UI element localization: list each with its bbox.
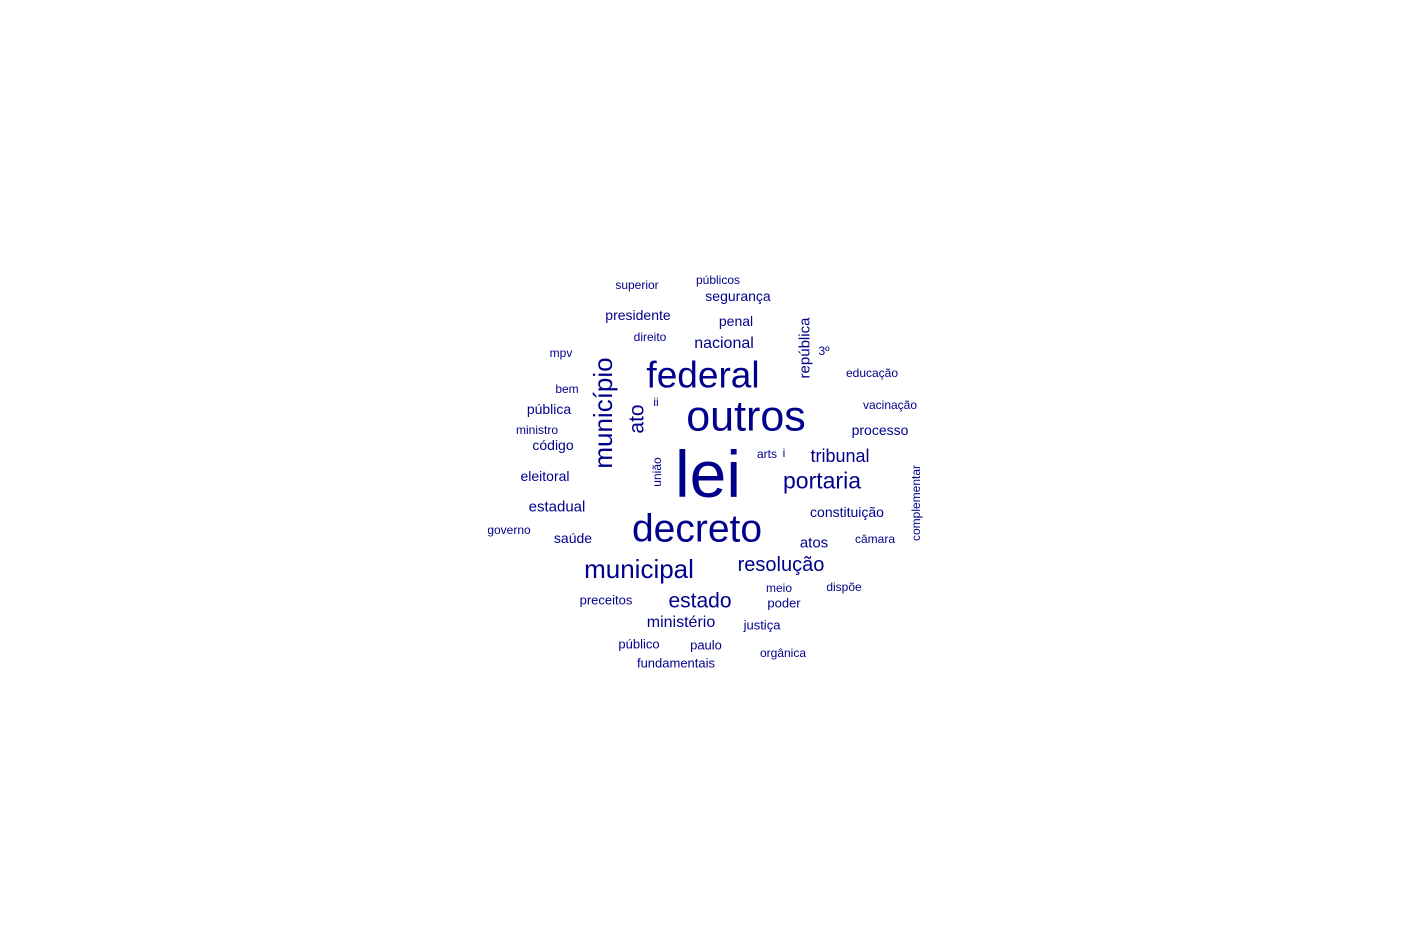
word-camara: câmara: [854, 532, 896, 546]
word-publico: público: [618, 636, 660, 652]
word-lei: lei: [674, 437, 742, 511]
word-seguranca: segurança: [705, 288, 771, 304]
word-direito: direito: [633, 330, 667, 344]
word-resolucao: resolução: [737, 554, 825, 576]
word-publica: pública: [526, 401, 572, 417]
word-municipal: municipal: [584, 554, 694, 584]
word-portaria: portaria: [783, 467, 861, 494]
word-governo: governo: [487, 523, 531, 537]
word-paulo: paulo: [690, 637, 722, 653]
word-nacional: nacional: [694, 335, 754, 352]
word-atos: atos: [799, 534, 829, 552]
word-federal: federal: [646, 354, 760, 396]
word-bem: bem: [555, 382, 579, 396]
word-meio: meio: [765, 581, 793, 595]
word-3o: 3º: [818, 344, 830, 358]
word-poder: poder: [767, 595, 801, 611]
word-vacinacao: vacinação: [862, 398, 918, 412]
word-complementar: complementar: [909, 464, 923, 542]
word-processo: processo: [851, 422, 909, 438]
word-decreto: decreto: [631, 507, 763, 551]
word-uniao: união: [650, 457, 664, 487]
word-presidente: presidente: [605, 307, 671, 323]
word-estadual: estadual: [528, 498, 586, 516]
word-saude: saúde: [553, 530, 593, 546]
word-justica: justiça: [743, 617, 781, 633]
word-ministerio: ministério: [646, 614, 716, 631]
word-publicos: públicos: [695, 273, 741, 287]
word-estado: estado: [668, 589, 732, 613]
word-constituicao: constituição: [810, 504, 884, 520]
word-municipio: município: [588, 357, 618, 469]
word-superior: superior: [615, 278, 659, 292]
word-outros: outros: [686, 392, 806, 441]
word-fundamentais: fundamentais: [636, 655, 716, 671]
word-codigo: código: [532, 437, 574, 453]
word-organica: orgânica: [759, 646, 807, 660]
word-arts: arts: [756, 447, 778, 461]
word-ii: ii: [653, 395, 659, 409]
word-eleitoral: eleitoral: [520, 468, 570, 484]
word-mpv: mpv: [549, 346, 573, 360]
word-penal: penal: [718, 313, 754, 329]
word-educacao: educação: [845, 366, 899, 380]
word-preceitos: preceitos: [579, 592, 633, 608]
word-republica: república: [796, 317, 814, 379]
word-i: i: [782, 446, 786, 460]
word-tribunal: tribunal: [810, 446, 870, 466]
word-ato: ato: [625, 404, 649, 434]
word-ministro: ministro: [515, 423, 559, 437]
word-dispoe: dispõe: [826, 580, 862, 594]
